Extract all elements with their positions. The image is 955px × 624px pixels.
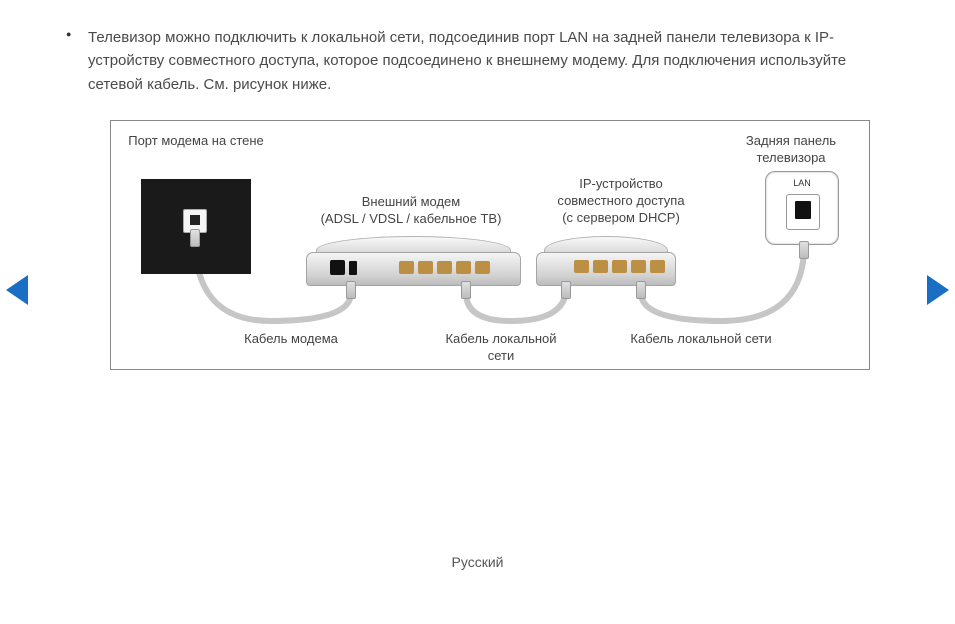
router-port-rj2	[593, 260, 608, 273]
label-cable-lan2-text: Кабель локальной сети	[630, 331, 771, 346]
router-port-rj3	[612, 260, 627, 273]
label-cable-lan1-l1: Кабель локальной	[445, 331, 556, 346]
connection-diagram: Порт модема на стене Внешний модем (ADSL…	[110, 120, 870, 370]
prev-page-arrow[interactable]	[6, 275, 28, 305]
label-cable-modem: Кабель модема	[221, 331, 361, 348]
router-port-rj5	[650, 260, 665, 273]
modem-port-rj3	[437, 261, 452, 274]
label-cable-modem-text: Кабель модема	[244, 331, 338, 346]
label-cable-lan1: Кабель локальной сети	[421, 331, 581, 365]
label-cable-lan1-l2: сети	[488, 348, 515, 363]
modem-lid	[316, 236, 511, 253]
modem-port-rj2	[418, 261, 433, 274]
lan-jack-icon	[786, 194, 820, 230]
modem-port-rj5	[475, 261, 490, 274]
modem-ports	[330, 260, 490, 275]
router-port-rj1	[574, 260, 589, 273]
plug-modem-out	[461, 281, 471, 299]
router-lid	[544, 236, 668, 253]
plug-wall	[190, 229, 200, 247]
instruction-paragraph: Телевизор можно подключить к локальной с…	[88, 26, 895, 96]
plug-router-out	[636, 281, 646, 299]
ip-sharer-device	[536, 236, 676, 286]
modem-port-power	[330, 260, 345, 275]
plug-tv	[799, 241, 809, 259]
external-modem-device	[306, 236, 521, 286]
modem-port-rj4	[456, 261, 471, 274]
tv-lan-panel: LAN	[765, 171, 839, 245]
page-language-footer: Русский	[0, 554, 955, 570]
lan-port-label: LAN	[766, 178, 838, 188]
modem-port-aux	[349, 261, 357, 275]
cable-lan1-path	[466, 293, 566, 321]
label-cable-lan2: Кабель локальной сети	[606, 331, 796, 348]
router-port-rj4	[631, 260, 646, 273]
next-page-arrow[interactable]	[927, 275, 949, 305]
plug-modem-in	[346, 281, 356, 299]
router-ports	[574, 260, 665, 273]
modem-port-rj1	[399, 261, 414, 274]
plug-router-in	[561, 281, 571, 299]
